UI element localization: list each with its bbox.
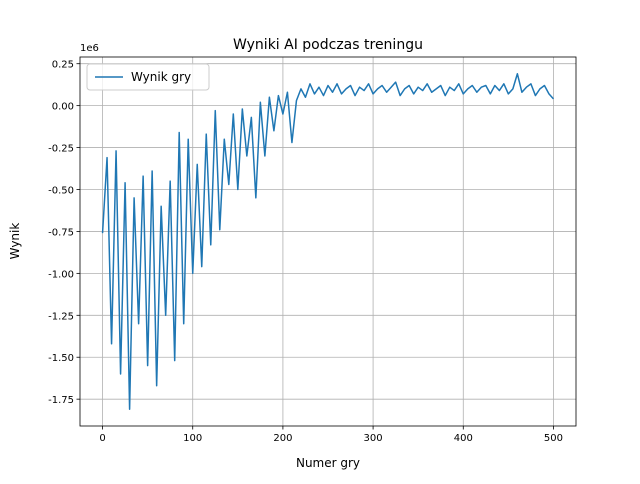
y-tick-label: 0.25 (52, 60, 74, 71)
x-tick-label: 400 (454, 433, 473, 444)
y-tick-label: -0.75 (48, 227, 74, 238)
y-axis-label: Wynik (8, 223, 22, 260)
plot-frame (79, 56, 577, 427)
legend-label: Wynik gry (131, 70, 191, 84)
data-line (101, 73, 555, 410)
x-tick-label: 0 (99, 433, 105, 444)
x-tick-label: 300 (364, 433, 383, 444)
x-tick-label: 500 (544, 433, 563, 444)
legend-box (86, 63, 210, 91)
y-tick-label: -1.50 (48, 353, 74, 364)
y-tick-label: -1.00 (48, 269, 74, 280)
x-axis-label: Numer gry (296, 456, 360, 470)
chart-title: Wyniki AI podczas treningu (233, 37, 423, 53)
y-tick-label: -0.25 (48, 144, 74, 155)
x-tick-label: 100 (183, 433, 202, 444)
x-tick-label: 200 (273, 433, 292, 444)
y-tick-label: -1.75 (48, 395, 74, 406)
y-tick-label: 0.00 (52, 102, 74, 113)
y-tick-label: -1.25 (48, 311, 74, 322)
y-tick-label: -0.50 (48, 186, 74, 197)
y-offset-label: 1e6 (80, 43, 99, 54)
